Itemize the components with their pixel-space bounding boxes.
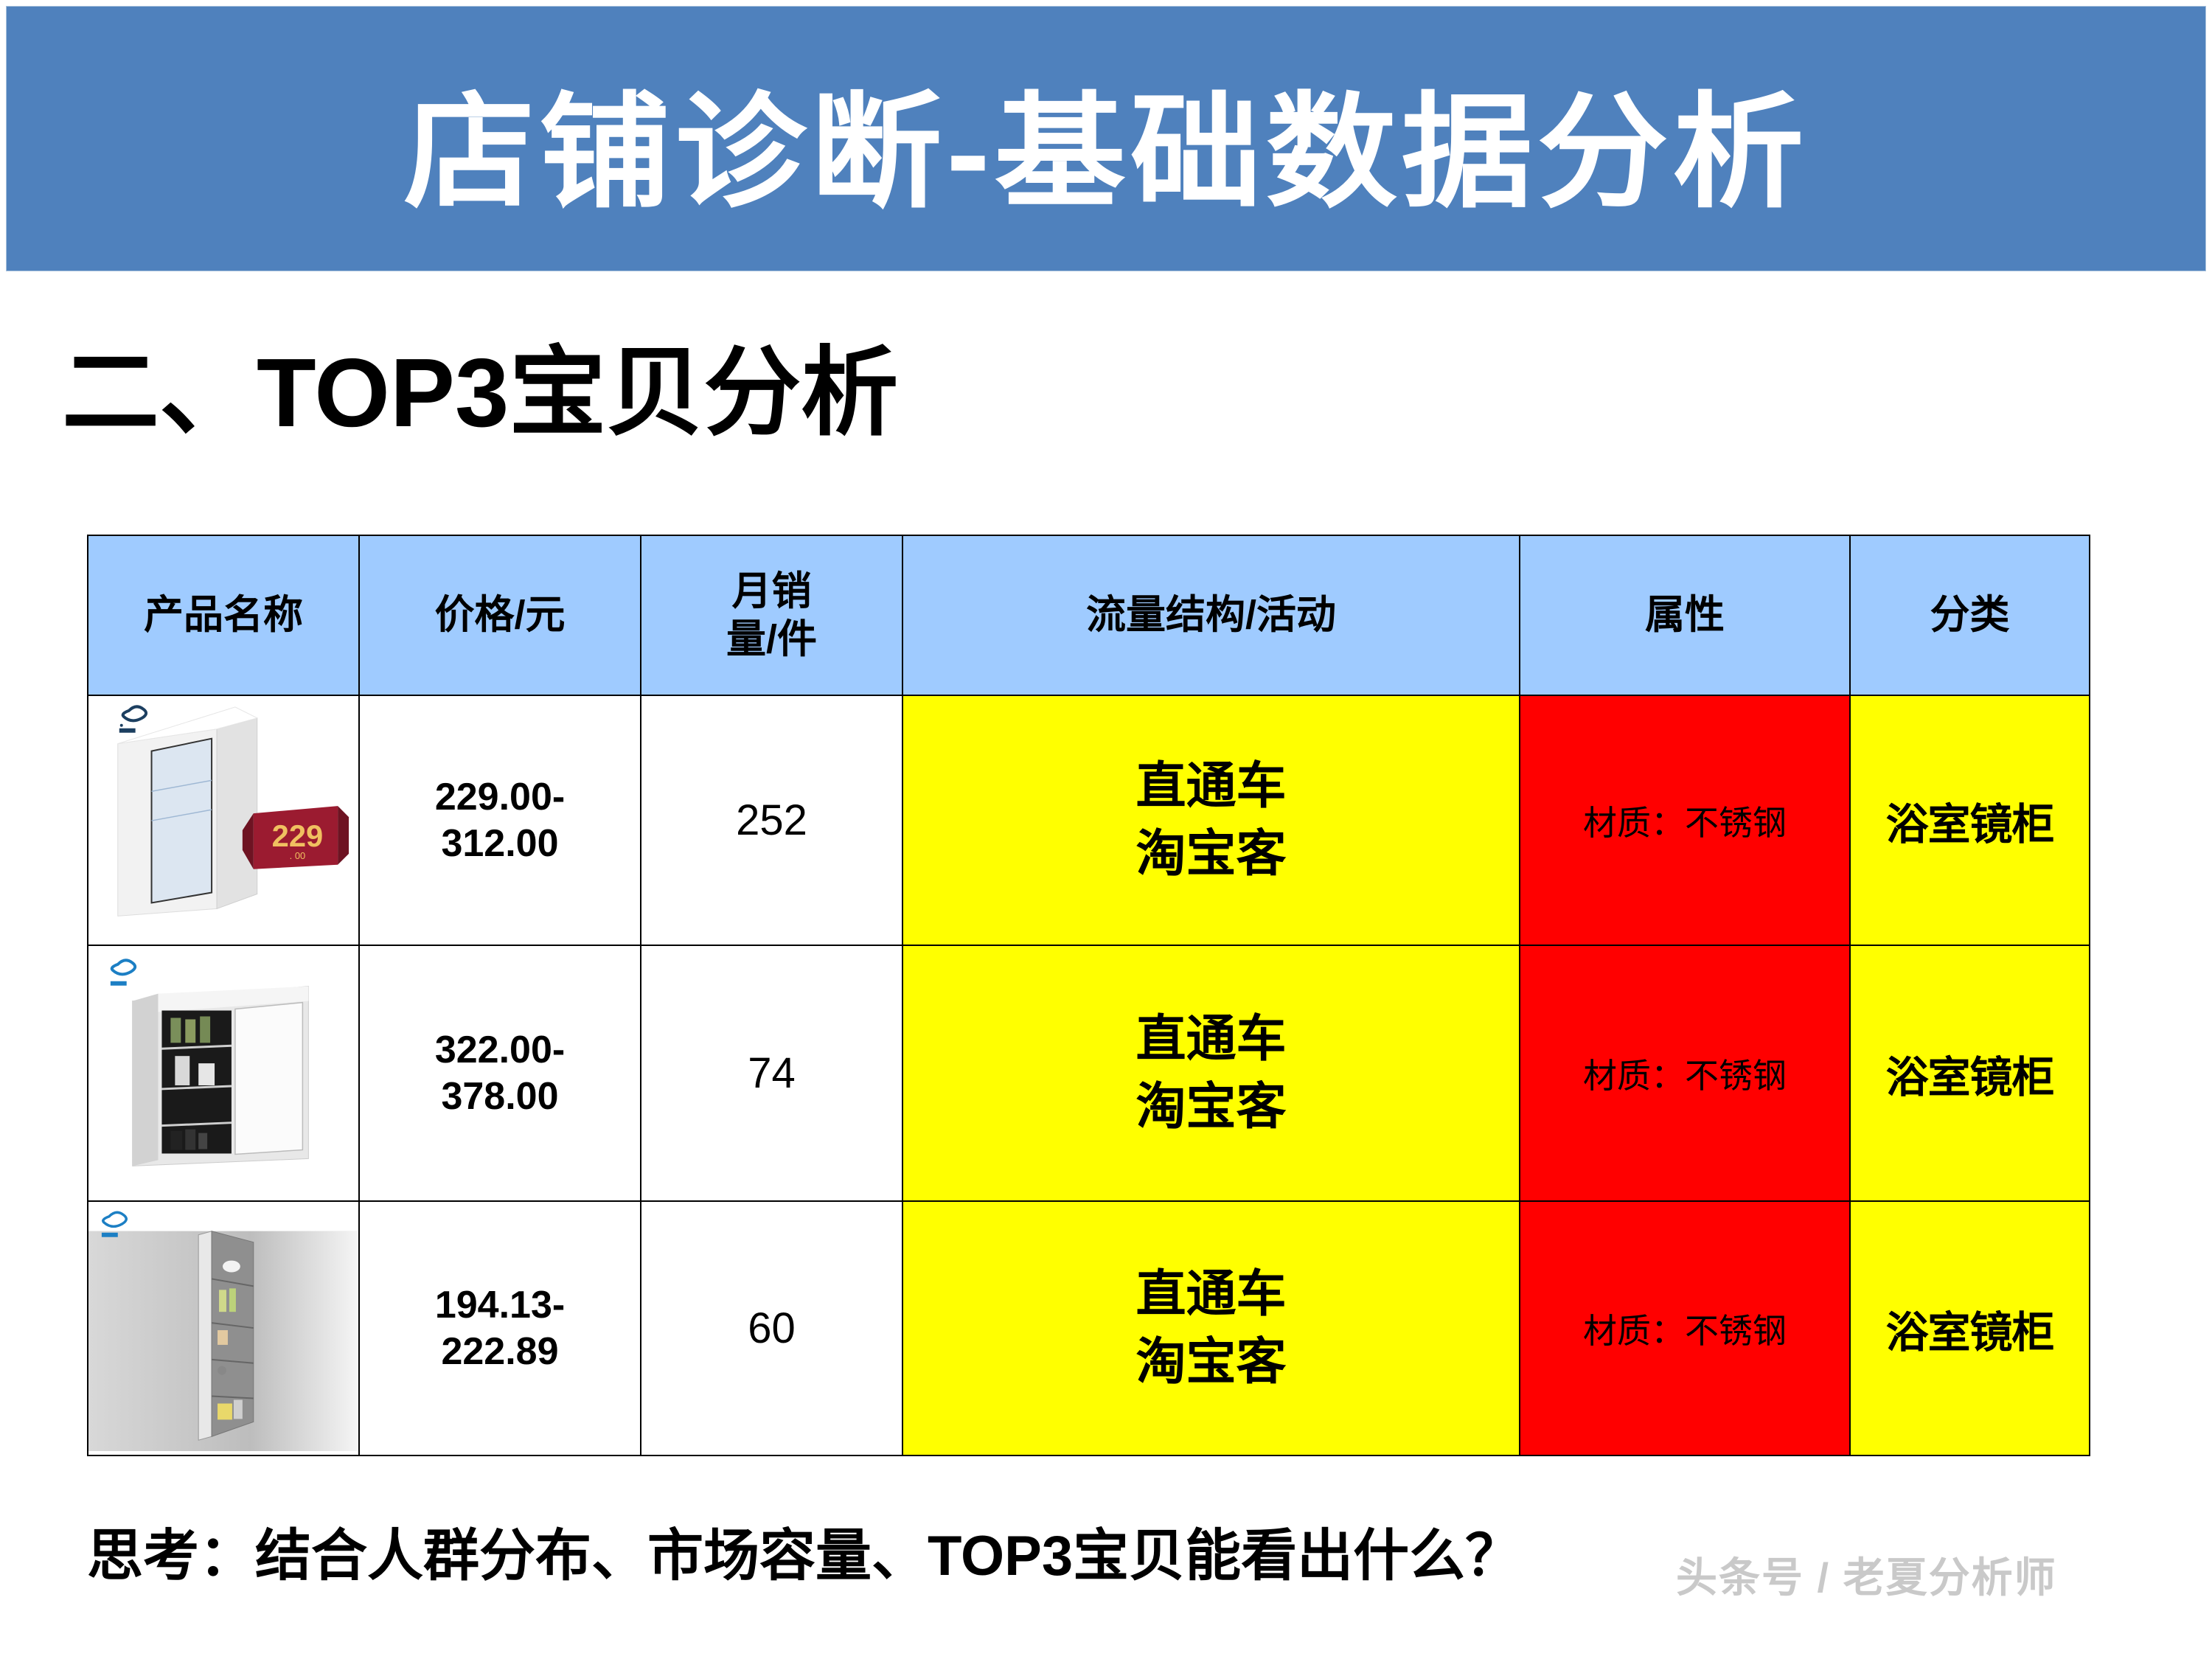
svg-text:. 00: . 00 <box>290 850 306 861</box>
svg-text:229: 229 <box>272 818 324 853</box>
